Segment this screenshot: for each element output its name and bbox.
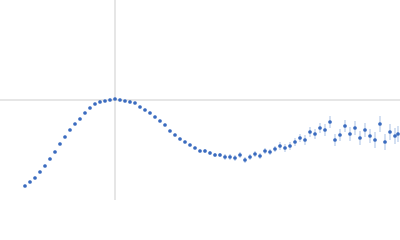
data-point [118,98,122,102]
data-point [128,100,132,104]
data-point [263,149,267,153]
data-point [193,146,197,150]
data-point [173,133,177,137]
data-point [363,128,367,132]
data-point [73,122,77,126]
data-point [228,155,232,159]
data-point [58,142,62,146]
chart [0,0,400,200]
data-point [28,180,32,184]
data-point [98,100,102,104]
data-point [368,134,372,138]
data-point [148,111,152,115]
data-point [53,150,57,154]
data-point [63,135,67,139]
data-point [213,153,217,157]
data-point [198,149,202,153]
data-point [78,117,82,121]
data-point [178,137,182,141]
data-point [313,132,317,136]
data-point [278,144,282,148]
data-point [238,153,242,157]
data-point [123,99,127,103]
data-point [203,149,207,153]
data-point [218,153,222,157]
data-point [333,138,337,142]
data-point [108,98,112,102]
data-point [323,128,327,132]
data-point [88,106,92,110]
data-point [318,126,322,130]
data-point [378,122,382,126]
data-point [258,154,262,158]
data-point [328,120,332,124]
data-point [208,151,212,155]
page: (() => { const data = JSON.parse(documen… [0,0,400,200]
data-point [358,136,362,140]
data-point [48,157,52,161]
data-point [33,176,37,180]
data-point [303,138,307,142]
data-point [343,124,347,128]
data-point [273,147,277,151]
data-point [183,140,187,144]
data-point [353,126,357,130]
data-point [68,128,72,132]
data-point [298,136,302,140]
data-point [138,105,142,109]
data-point [288,144,292,148]
data-point [293,140,297,144]
data-point [103,99,107,103]
data-point [158,119,162,123]
data-point [393,134,397,138]
data-point [268,150,272,154]
data-point [283,146,287,150]
data-point [153,115,157,119]
data-point [338,133,342,137]
data-point [396,132,400,136]
data-point [93,102,97,106]
data-point [133,101,137,105]
data-point [223,155,227,159]
data-point [308,130,312,134]
data-point [233,156,237,160]
data-point [373,138,377,142]
data-point [243,158,247,162]
data-point [23,184,27,188]
data-point [248,155,252,159]
data-point [43,164,47,168]
data-point [348,132,352,136]
data-point [253,152,257,156]
data-point [168,129,172,133]
data-point [188,143,192,147]
data-point [388,130,392,134]
data-point [83,111,87,115]
data-point [113,97,117,101]
data-point [38,170,42,174]
data-point [163,123,167,127]
data-point [143,108,147,112]
data-point [383,140,387,144]
